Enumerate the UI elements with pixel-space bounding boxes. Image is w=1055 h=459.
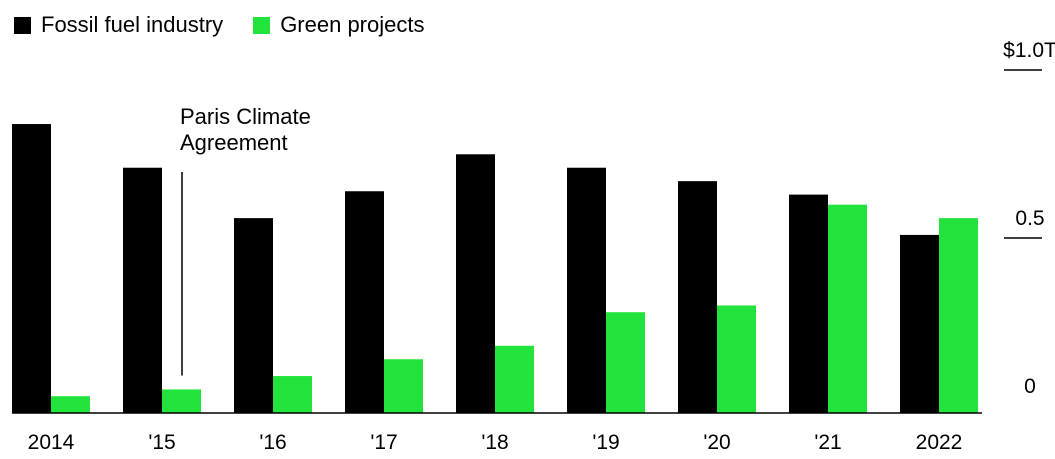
bar-green-projects--21 [828,204,867,413]
x-tick-label--15: '15 [148,431,175,454]
bar-fossil-fuel-industry--18 [456,154,495,413]
bar-green-projects--19 [606,312,645,413]
x-tick-label--16: '16 [259,431,286,454]
x-tick-label-2014: 2014 [28,431,75,454]
bar-green-projects--20 [717,305,756,413]
legend-swatch-fossil [14,16,31,34]
legend-label-fossil: Fossil fuel industry [41,12,224,37]
annotation-line-1: Paris Climate [180,104,311,129]
bar-green-projects--18 [495,345,534,413]
bar-green-projects--15 [162,389,201,413]
y-tick-label-0: 0 [1024,375,1036,398]
bar-fossil-fuel-industry-2022 [900,234,939,413]
legend-swatch-green [253,16,271,34]
annotation-line-2: Agreement [180,130,288,155]
bar-fossil-fuel-industry-2014 [12,124,51,413]
bar-green-projects-2014 [51,396,90,413]
bar-fossil-fuel-industry--19 [567,167,606,413]
bar-fossil-fuel-industry--17 [345,191,384,413]
bar-green-projects-2022 [939,218,978,413]
y-tick-label-0-5: 0.5 [1015,207,1044,230]
x-tick-label--18: '18 [481,431,508,454]
bar-green-projects--17 [384,359,423,413]
bar-fossil-fuel-industry--20 [678,181,717,413]
x-tick-label-2022: 2022 [916,431,963,454]
bar-fossil-fuel-industry--16 [234,218,273,413]
x-tick-label--20: '20 [703,431,730,454]
legend-item-fossil: Fossil fuel industry [14,10,223,40]
bar-fossil-fuel-industry--15 [123,167,162,413]
annotation-text: Paris Climate Agreement [180,104,311,155]
bar-green-projects--16 [273,376,312,413]
legend: Fossil fuel industry Green projects [14,10,424,40]
legend-label-green: Green projects [280,12,425,37]
x-tick-label--17: '17 [370,431,397,454]
bar-fossil-fuel-industry--21 [789,194,828,413]
y-tick-label--1-0t: $1.0T [1003,39,1055,62]
x-tick-label--19: '19 [592,431,619,454]
x-tick-label--21: '21 [814,431,841,454]
legend-item-green: Green projects [253,10,424,40]
